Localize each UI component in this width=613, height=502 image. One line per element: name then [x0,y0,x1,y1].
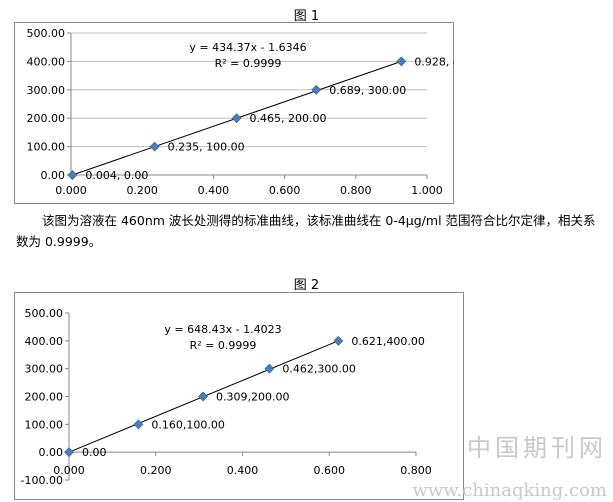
x-tick-label: 0.200 [140,464,172,477]
data-label: 0.160,100.00 [151,418,224,431]
chart-border [14,22,454,204]
data-label: 0.465, 200.00 [250,112,327,125]
figure-1-title: 图 1 [293,9,320,24]
data-point [133,419,144,430]
data-point [396,56,407,67]
y-tick-label: 200.00 [27,112,66,125]
data-point [64,447,74,458]
data-label: 0.309,200.00 [216,391,289,404]
data-label: 0.004, 0.00 [85,169,148,182]
x-tick-label: 0.400 [227,464,259,477]
x-tick-label: 0.000 [55,184,87,197]
data-label: 0.621,400.00 [351,335,424,348]
data-point [67,170,78,180]
y-tick-label: 0.00 [39,446,64,459]
data-point [149,141,160,152]
figure-2-title: 图 2 [293,278,320,293]
y-tick-label: -100.00 [21,474,63,487]
data-label: 0.462,300.00 [282,363,355,376]
watermark-cn: 中国期刊网 [467,434,607,462]
x-tick-label: 0.600 [314,464,346,477]
data-point [264,363,275,374]
data-point [231,113,242,124]
chart-2: -100.00 0.00 100.00 200.00 300.00 400.00 500.0… [14,292,464,500]
y-tick-label: 500.00 [25,307,64,320]
data-label: 0.928, 400.00 [414,55,454,68]
chart-1: 0.00 100.00 200.00 300.00 400.00 500.00 0.000 0… [14,22,454,204]
x-tick-label: 0.000 [53,464,85,477]
y-tick-label: 300.00 [25,363,64,376]
y-tick-label: 400.00 [25,335,64,348]
x-tick-label: 0.600 [269,184,301,197]
watermark-url: www.chinaqking.com [412,480,607,501]
x-tick-label: 0.200 [126,184,158,197]
data-label: 0.00 [82,446,107,459]
y-tick-label: 400.00 [27,55,66,68]
y-tick-label: 0.00 [41,169,66,182]
x-tick-label: 1.000 [411,184,443,197]
data-label: 0.689, 300.00 [329,84,406,97]
y-tick-label: 300.00 [27,84,66,97]
data-point [311,84,322,95]
chart-border [14,292,464,500]
r-squared: R² = 0.9999 [190,339,257,352]
y-tick-label: 100.00 [25,418,64,431]
x-tick-label: 0.400 [198,184,230,197]
x-tick-label: 0.800 [400,464,432,477]
r-squared: R² = 0.9999 [215,57,282,70]
y-tick-label: 200.00 [25,391,64,404]
data-point [198,391,208,402]
data-label: 0.235, 100.00 [168,141,245,154]
x-tick-label: 0.800 [340,184,372,197]
figure-caption: 该图为溶液在 460nm 波长处测得的标准曲线，该标准曲线在 0-4μg/ml … [16,213,596,249]
data-point [333,335,344,346]
y-tick-label: 500.00 [27,27,66,40]
trendline-equation: y = 648.43x - 1.4023 [164,323,281,336]
y-tick-label: 100.00 [27,141,66,154]
trendline-equation: y = 434.37x - 1.6346 [189,41,306,54]
